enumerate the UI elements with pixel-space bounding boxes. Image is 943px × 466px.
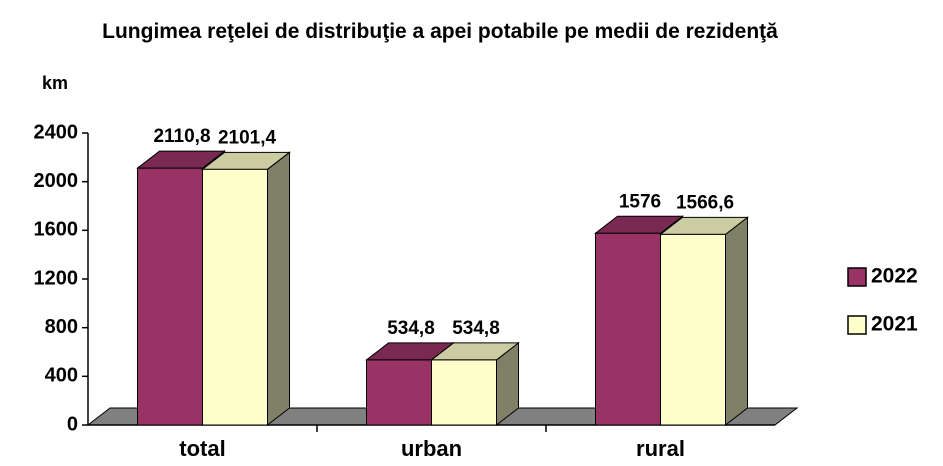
value-label: 2110,8	[153, 126, 210, 147]
y-axis-label: km	[42, 73, 68, 93]
value-label: 1576	[619, 191, 661, 212]
y-tick-label: 800	[45, 316, 78, 338]
value-label: 534,8	[452, 318, 500, 339]
y-tick-label: 1200	[34, 267, 79, 289]
bar	[595, 232, 661, 426]
x-tick-label: rural	[636, 436, 685, 461]
legend-swatch	[847, 315, 867, 335]
bar	[202, 168, 268, 426]
value-label: 2101,4	[218, 127, 277, 148]
y-tick-label: 2400	[34, 121, 79, 143]
y-tick-label: 400	[45, 365, 78, 387]
bar	[660, 233, 726, 426]
bar	[366, 359, 432, 426]
legend-swatch	[847, 267, 867, 287]
bar	[137, 167, 203, 426]
y-tick-label: 1600	[34, 219, 79, 241]
x-tick-label: total	[179, 436, 225, 461]
chart-title: Lungimea reţelei de distribuţie a apei p…	[102, 20, 778, 43]
y-tick-label: 2000	[34, 170, 79, 192]
bar	[431, 359, 497, 426]
value-label: 1566,6	[676, 192, 734, 213]
bar-side	[725, 216, 748, 427]
x-tick-label: urban	[401, 436, 462, 461]
legend-label: 2022	[871, 265, 918, 288]
y-tick-label: 0	[67, 413, 78, 435]
legend-label: 2021	[871, 313, 918, 336]
value-label: 534,8	[387, 318, 435, 339]
bar-side	[267, 151, 290, 427]
